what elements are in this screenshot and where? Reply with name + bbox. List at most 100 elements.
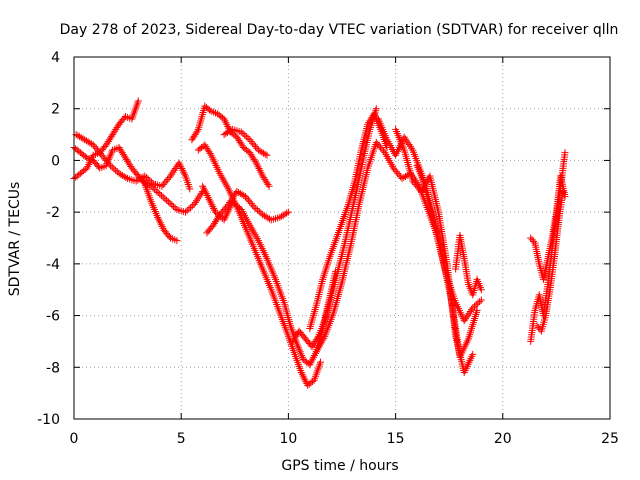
data-point xyxy=(372,138,380,146)
data-point xyxy=(141,172,149,180)
data-point xyxy=(472,301,480,309)
data-point xyxy=(535,324,543,332)
data-point xyxy=(392,168,400,176)
data-point xyxy=(163,196,171,204)
data-point xyxy=(249,201,257,209)
y-tick-label: 0 xyxy=(51,153,60,169)
data-point xyxy=(232,201,240,209)
data-point xyxy=(216,211,224,219)
data-point xyxy=(377,144,385,151)
data-point xyxy=(186,185,194,193)
data-point xyxy=(254,206,262,214)
data-point xyxy=(161,179,169,187)
series-track-a xyxy=(70,144,181,245)
data-point xyxy=(261,150,269,158)
axis-ticks xyxy=(73,56,611,420)
data-point xyxy=(561,149,569,157)
data-point xyxy=(263,151,271,159)
data-point xyxy=(222,204,230,212)
data-point xyxy=(249,139,257,147)
data-point xyxy=(246,136,254,144)
data-point xyxy=(533,322,541,330)
data-point xyxy=(530,237,538,245)
data-point xyxy=(410,179,418,187)
data-point xyxy=(212,208,220,216)
data-point xyxy=(112,166,120,174)
data-point xyxy=(255,208,263,216)
data-point xyxy=(185,205,193,213)
data-point xyxy=(99,153,107,161)
data-point xyxy=(375,142,383,150)
grid-lines xyxy=(74,57,610,419)
data-point xyxy=(168,201,176,209)
data-point xyxy=(252,143,260,151)
series-track-s xyxy=(533,187,567,335)
y-tick-label: -2 xyxy=(46,205,60,221)
data-point xyxy=(165,174,173,182)
data-point xyxy=(251,157,259,165)
data-point xyxy=(477,286,485,294)
data-point xyxy=(243,194,251,202)
x-tick-label: 0 xyxy=(70,431,79,447)
data-point xyxy=(413,182,421,190)
data-point xyxy=(104,158,112,166)
data-point xyxy=(250,203,258,211)
data-point xyxy=(242,133,250,141)
data-point xyxy=(374,140,382,148)
data-point xyxy=(105,160,113,168)
data-point xyxy=(313,334,321,342)
data-point xyxy=(147,182,155,190)
data-point xyxy=(92,144,100,152)
x-tick-label: 25 xyxy=(601,431,619,447)
chart-title: Day 278 of 2023, Sidereal Day-to-day VTE… xyxy=(60,22,619,38)
series-track-i xyxy=(220,125,271,159)
data-point xyxy=(154,188,162,196)
data-point xyxy=(101,155,109,163)
data-point xyxy=(244,134,252,142)
data-point xyxy=(379,147,387,155)
data-point xyxy=(217,209,225,217)
data-point xyxy=(470,302,478,310)
data-point xyxy=(152,187,160,195)
data-point xyxy=(474,299,482,307)
data-point xyxy=(169,202,177,210)
x-tick-label: 15 xyxy=(387,431,405,447)
x-tick-label: 5 xyxy=(177,431,186,447)
data-point xyxy=(159,193,167,201)
data-point xyxy=(250,141,258,149)
data-point xyxy=(206,150,214,158)
data-point xyxy=(239,130,247,138)
data-point xyxy=(89,141,97,149)
data-point xyxy=(102,156,110,164)
data-point xyxy=(265,182,273,190)
series-track-h xyxy=(203,187,292,237)
y-tick-label: 2 xyxy=(51,102,60,118)
data-point xyxy=(234,202,242,210)
series-track-r xyxy=(527,172,569,283)
x-axis-title: GPS time / hours xyxy=(281,458,398,474)
data-point xyxy=(157,192,165,200)
data-point xyxy=(166,199,174,207)
data-point xyxy=(164,198,172,206)
data-point xyxy=(91,143,99,151)
data-point xyxy=(161,195,169,203)
data-point xyxy=(477,296,485,304)
data-point xyxy=(283,209,291,217)
data-point xyxy=(378,145,386,153)
data-point xyxy=(284,208,292,216)
data-markers xyxy=(70,97,569,389)
data-point xyxy=(159,181,167,189)
data-point xyxy=(110,165,118,173)
data-point xyxy=(473,306,481,314)
series-track-d xyxy=(139,177,207,216)
data-point xyxy=(409,177,417,185)
data-point xyxy=(230,199,238,207)
tick-labels: 0 5 10 15 20 25 -10 -8 -6 -4 -2 0 2 4 xyxy=(37,50,619,447)
data-point xyxy=(95,148,103,156)
data-point xyxy=(247,137,255,145)
data-point xyxy=(559,187,567,195)
data-point xyxy=(469,304,477,312)
data-point xyxy=(246,198,254,206)
data-point xyxy=(476,298,484,306)
